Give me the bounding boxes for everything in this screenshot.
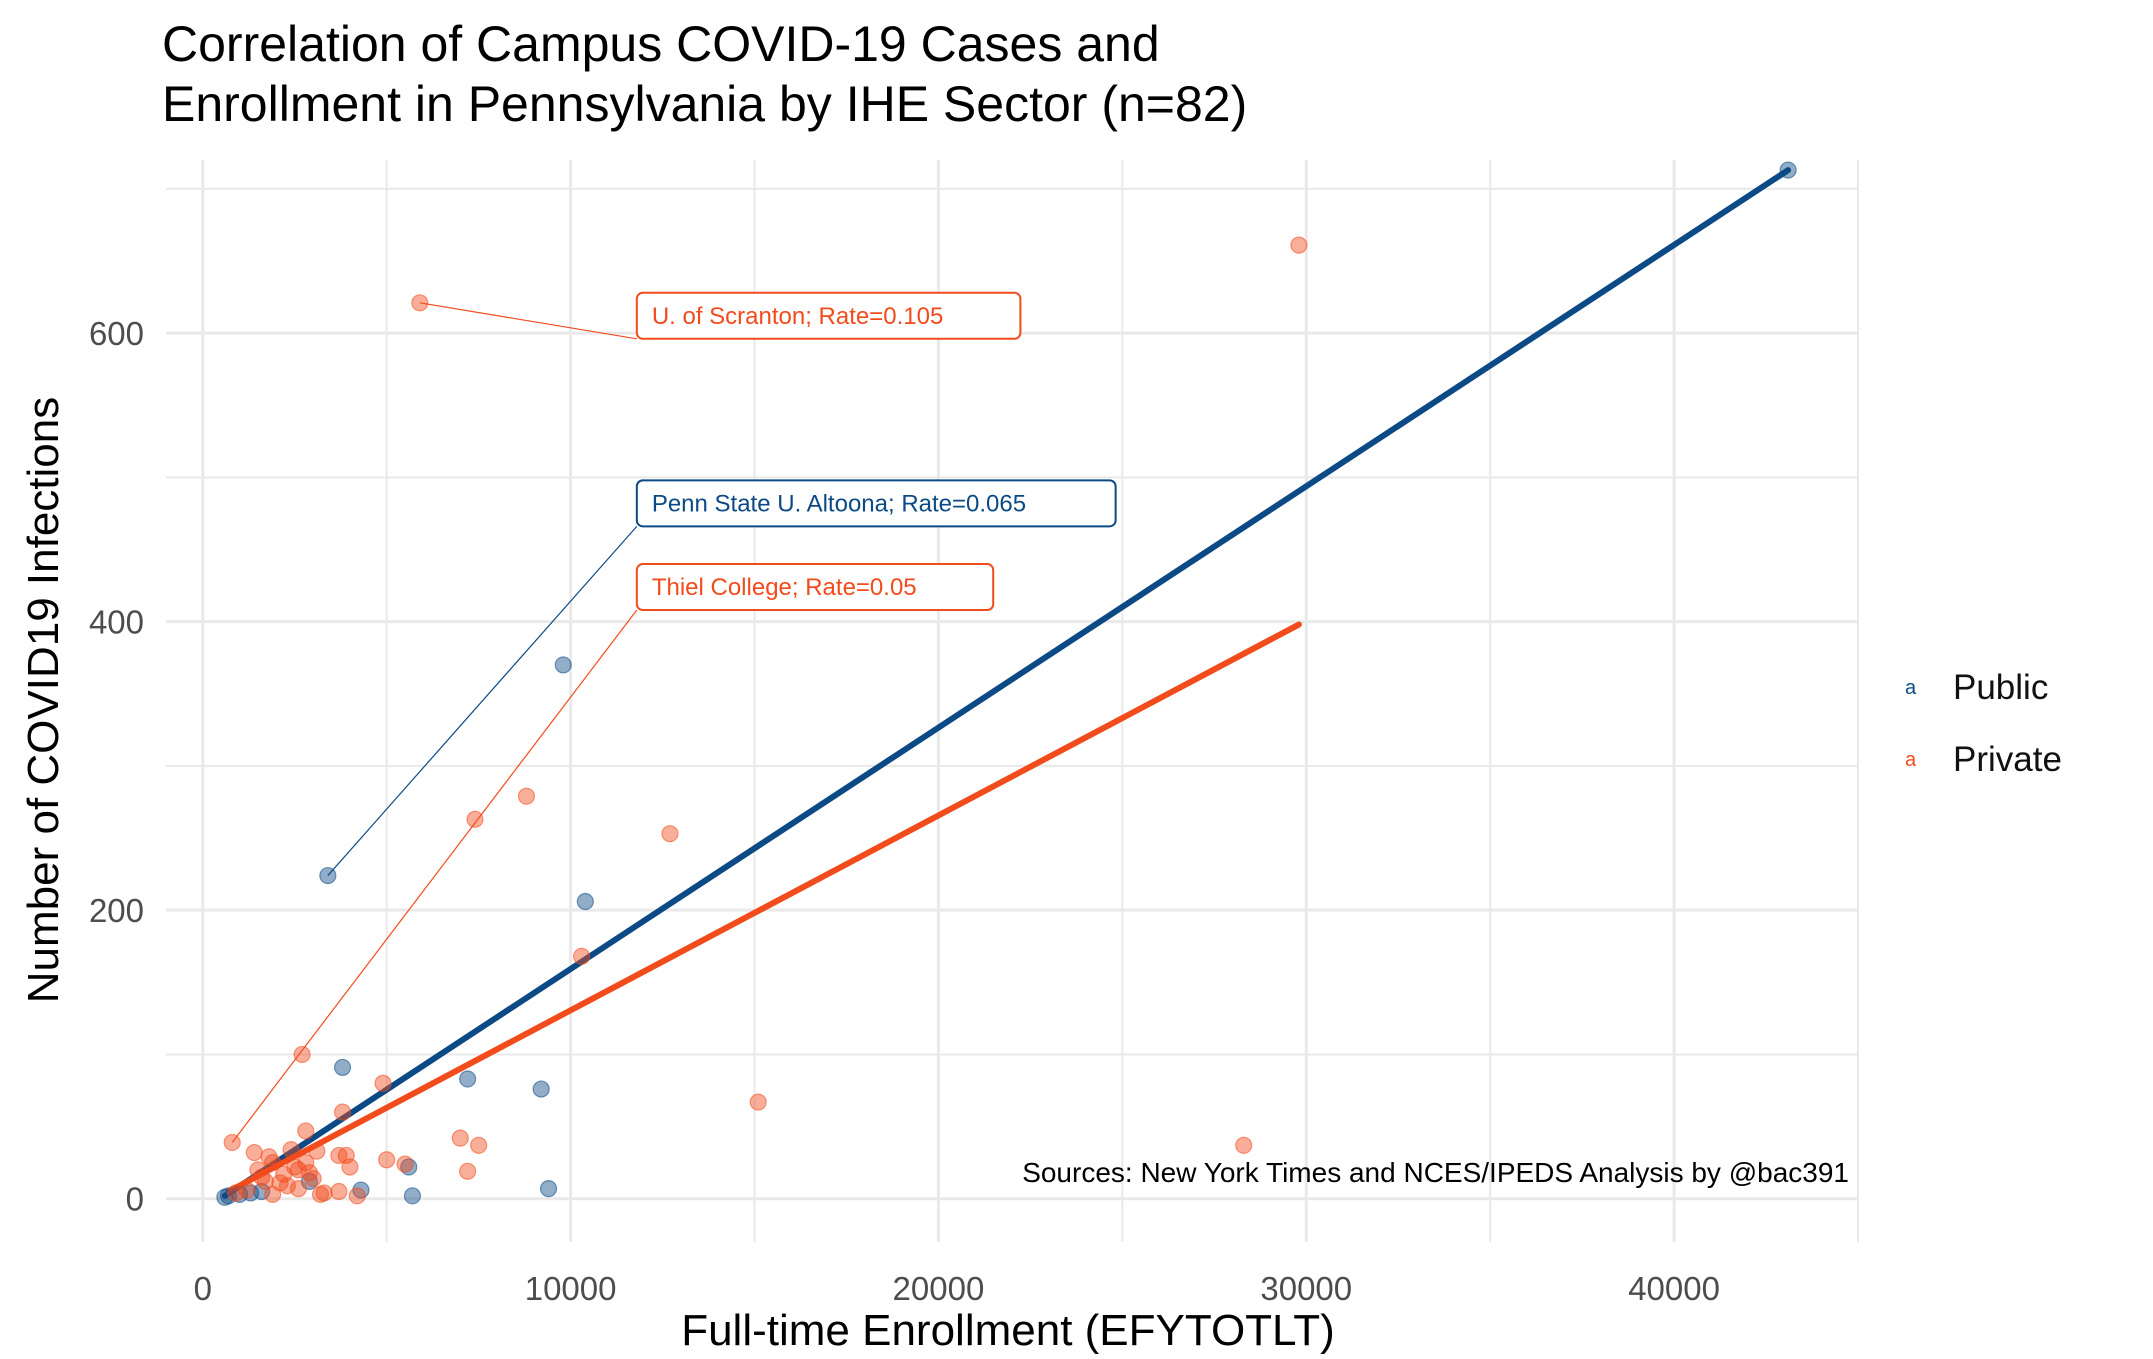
public-point bbox=[532, 1080, 550, 1098]
public-point bbox=[554, 656, 572, 674]
private-point bbox=[227, 1184, 245, 1202]
annotation-label: Penn State U. Altoona; Rate=0.065 bbox=[652, 490, 1026, 517]
annotation-connector bbox=[327, 525, 638, 876]
public-trend-line bbox=[221, 167, 1792, 1199]
chart-title-line-1: Correlation of Campus COVID-19 Cases and bbox=[162, 16, 1160, 72]
private-point bbox=[253, 1168, 271, 1186]
private-point bbox=[330, 1146, 348, 1165]
private-point bbox=[1290, 236, 1308, 254]
private-point bbox=[451, 1129, 469, 1147]
private-point bbox=[378, 1151, 396, 1169]
legend: a Public a Private bbox=[1905, 652, 2062, 796]
x-axis-label: Full-time Enrollment (EFYTOTLT) bbox=[681, 1306, 1335, 1355]
public-point bbox=[539, 1180, 558, 1198]
public-point bbox=[459, 1070, 477, 1088]
private-point bbox=[348, 1187, 366, 1205]
y-tick-label: 400 bbox=[89, 604, 144, 641]
private-point bbox=[466, 810, 484, 828]
public-point bbox=[1779, 161, 1797, 179]
annotation-label: U. of Scranton; Rate=0.105 bbox=[652, 303, 944, 330]
annotation-connector bbox=[419, 302, 637, 340]
private-point bbox=[374, 1074, 392, 1092]
y-axis-label: Number of COVID19 Infections bbox=[19, 397, 68, 1003]
x-tick-label: 20000 bbox=[893, 1270, 985, 1307]
public-point bbox=[403, 1187, 422, 1205]
private-point bbox=[264, 1154, 282, 1172]
legend-label-private: Private bbox=[1953, 740, 2062, 779]
private-point bbox=[470, 1136, 488, 1154]
public-point bbox=[216, 1188, 234, 1206]
private-point bbox=[311, 1185, 330, 1203]
private-point bbox=[396, 1155, 414, 1173]
private-point bbox=[271, 1174, 289, 1192]
private-point bbox=[1235, 1136, 1253, 1154]
private-point bbox=[289, 1180, 308, 1198]
private-point bbox=[749, 1093, 767, 1111]
legend-item-private: a Private bbox=[1905, 724, 2062, 796]
private-point bbox=[330, 1182, 348, 1201]
private-point bbox=[286, 1158, 304, 1176]
grid-lines bbox=[166, 160, 1859, 1242]
private-point bbox=[282, 1141, 300, 1159]
private-point bbox=[333, 1103, 352, 1121]
private-point bbox=[293, 1045, 311, 1064]
private-point bbox=[297, 1154, 315, 1172]
y-tick-label: 0 bbox=[126, 1181, 144, 1218]
x-tick-label: 0 bbox=[194, 1270, 212, 1307]
trend-lines bbox=[221, 167, 1792, 1199]
source-note: Sources: New York Times and NCES/IPEDS A… bbox=[1022, 1157, 1849, 1188]
annotation-box bbox=[635, 479, 1117, 528]
private-point bbox=[341, 1158, 359, 1176]
private-point bbox=[308, 1142, 326, 1160]
private-point bbox=[661, 825, 679, 843]
axis-ticks: 0 10000 20000 30000 40000 0 200 400 600 bbox=[89, 315, 1720, 1307]
private-point bbox=[517, 787, 536, 805]
chart-title: Correlation of Campus COVID-19 Cases and… bbox=[162, 14, 1247, 134]
annotations: U. of Scranton; Rate=0.105 Penn State U. … bbox=[231, 291, 1117, 1143]
private-trend-line bbox=[225, 621, 1302, 1195]
annotation-connector bbox=[231, 609, 638, 1143]
annotation-box bbox=[635, 563, 995, 612]
x-tick-label: 10000 bbox=[525, 1270, 617, 1307]
private-point bbox=[238, 1181, 256, 1199]
y-tick-label: 200 bbox=[89, 892, 144, 929]
annotation-box bbox=[635, 291, 1022, 340]
chart-title-line-2: Enrollment in Pennsylvania by IHE Sector… bbox=[162, 76, 1248, 132]
legend-key-private: a bbox=[1905, 748, 1917, 771]
private-point bbox=[459, 1162, 477, 1180]
legend-label-public: Public bbox=[1953, 668, 2049, 707]
private-point bbox=[304, 1169, 322, 1188]
annotation-label: Thiel College; Rate=0.05 bbox=[652, 574, 917, 601]
legend-key-public: a bbox=[1905, 676, 1917, 699]
private-point bbox=[297, 1122, 315, 1140]
legend-item-public: a Public bbox=[1905, 652, 2062, 724]
private-point bbox=[245, 1143, 263, 1162]
x-tick-label: 40000 bbox=[1628, 1270, 1720, 1307]
private-point bbox=[573, 947, 591, 965]
y-tick-label: 600 bbox=[89, 315, 144, 352]
public-point bbox=[333, 1058, 352, 1077]
x-tick-label: 30000 bbox=[1260, 1270, 1352, 1307]
public-point bbox=[576, 892, 594, 911]
